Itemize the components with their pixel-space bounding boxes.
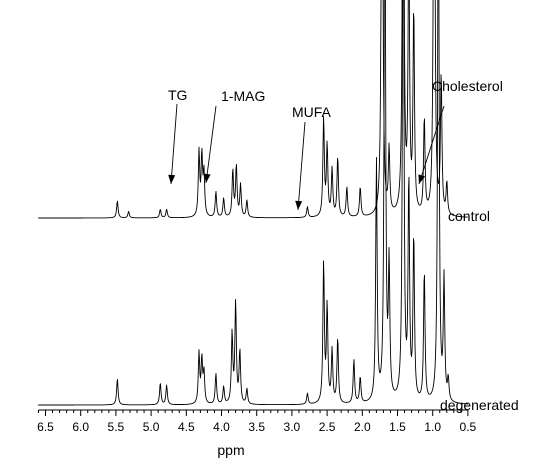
annotation-arrowhead-tg	[168, 174, 176, 184]
x-tick-label: 4.5	[178, 420, 195, 434]
x-tick-label: 6.0	[72, 420, 89, 434]
annotation-1-mag: 1-MAG	[221, 88, 265, 104]
annotation-arrowhead-1-mag	[203, 173, 211, 183]
x-tick-label: 0.5	[460, 420, 477, 434]
x-tick-label: 2.5	[319, 420, 336, 434]
x-tick-label: 5.0	[143, 420, 160, 434]
annotation-arrow-tg	[170, 103, 178, 185]
spectrum-trace-control	[38, 0, 468, 219]
x-tick-label: 3.0	[284, 420, 301, 434]
annotation-arrow-cholesterol	[418, 105, 445, 185]
x-tick-label: 6.5	[37, 420, 54, 434]
annotation-mufa: MUFA	[292, 104, 332, 120]
annotation-arrowhead-cholesterol	[418, 174, 426, 184]
peak-annotations: TG 1-MAG MUFA Cholesterol	[168, 78, 503, 211]
annotation-cholesterol: Cholesterol	[432, 78, 503, 94]
x-tick-label: 1.5	[389, 420, 406, 434]
trace-label-control: control	[448, 208, 490, 224]
annotation-arrow-mufa	[297, 121, 306, 211]
spectrum-trace-degenerated	[38, 0, 468, 406]
x-tick-label: 4.0	[213, 420, 230, 434]
x-tick-label: 5.5	[108, 420, 125, 434]
annotation-arrow-1-mag	[205, 105, 217, 184]
x-axis: 6.5 6.0 5.5 5.0 4.5 4.0 3.5 3.0 2.5 2.0 1.5 1.0 0.5	[37, 409, 477, 434]
x-tick-label: 3.5	[248, 420, 265, 434]
x-tick-label: 2.0	[354, 420, 371, 434]
annotation-tg: TG	[168, 87, 187, 103]
spectrum-traces	[38, 0, 468, 406]
trace-label-degenerated: degenerated	[440, 397, 519, 413]
annotation-arrowhead-mufa	[295, 200, 303, 210]
x-tick-label: 1.0	[424, 420, 441, 434]
x-axis-title: ppm	[217, 442, 244, 458]
